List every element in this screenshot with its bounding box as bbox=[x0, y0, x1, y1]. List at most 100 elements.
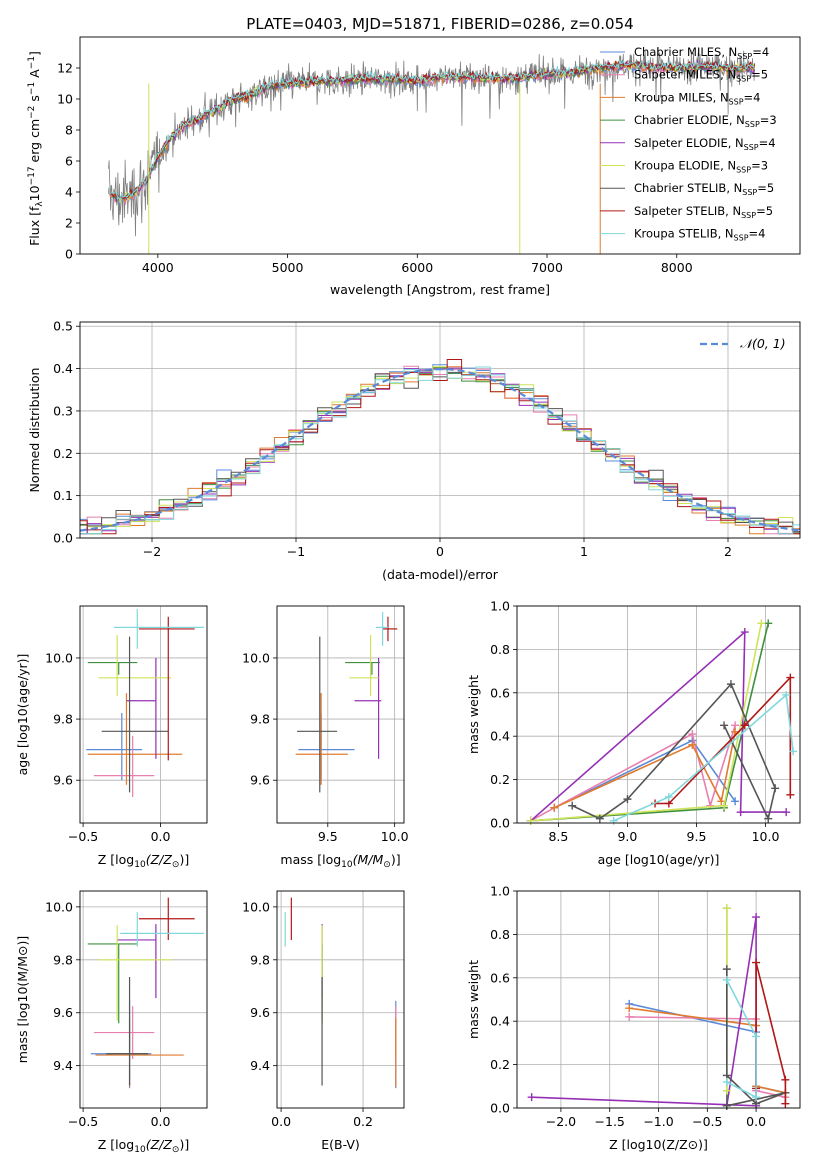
axes-frame bbox=[79, 36, 801, 255]
weight-marker bbox=[752, 1032, 761, 1041]
axes-frame bbox=[516, 890, 801, 1109]
y-tick-label: 4 bbox=[65, 185, 73, 200]
x-axis-label: mass [log10(M/M⊙)] bbox=[280, 852, 400, 870]
weight-marker bbox=[722, 1077, 731, 1086]
normal-curve bbox=[79, 367, 801, 532]
y-tick-label: 10.0 bbox=[242, 899, 270, 914]
legend-subscript: SSP bbox=[744, 143, 759, 152]
x-axis-label-part: )] bbox=[391, 852, 401, 867]
x-axis-label-part: 10 bbox=[134, 1145, 146, 1155]
x-axis-label-part: )] bbox=[179, 1137, 189, 1152]
x-axis-label: Z [log10(Z/Z⊙)] bbox=[98, 1137, 189, 1155]
x-tick-label: 9.5 bbox=[687, 829, 707, 844]
weight-marker bbox=[722, 1086, 731, 1095]
y-tick-label: 10.0 bbox=[242, 650, 270, 665]
legend-entry: Salpeter ELODIE, NSSP=4 bbox=[634, 136, 776, 152]
y-tick-label: 0.4 bbox=[490, 729, 510, 744]
y-axis-label: mass [log10(M/M⊙)] bbox=[15, 936, 30, 1064]
legend-entry: Salpeter STELIB, NSSP=5 bbox=[634, 204, 773, 220]
x-tick-label: −0.5 bbox=[692, 1114, 722, 1129]
legend-nssp: =4 bbox=[749, 227, 766, 241]
x-tick-label: 0.0 bbox=[271, 1114, 291, 1129]
y-axis-label-part: 10 bbox=[27, 185, 42, 201]
weight-vs-age-panel: 8.5 9.0 9.5 10.0 0.0 0.2 0.4 0.6 0.8 1.0 age [log1… bbox=[466, 599, 801, 867]
y-tick-label: 0.2 bbox=[490, 772, 510, 787]
y-tick-label: 10.0 bbox=[45, 650, 73, 665]
weight-marker bbox=[752, 1093, 761, 1102]
legend-nssp: =3 bbox=[751, 159, 768, 173]
y-tick-label: 9.4 bbox=[53, 1058, 73, 1073]
weight-marker bbox=[757, 619, 766, 628]
x-axis-label: age [log10(age/yr)] bbox=[598, 852, 720, 867]
x-tick-label: 2 bbox=[724, 544, 732, 559]
y-tick-label: 1.0 bbox=[490, 884, 510, 899]
legend-subscript: SSP bbox=[736, 75, 751, 84]
legend-entry: Chabrier STELIB, NSSP=5 bbox=[634, 181, 774, 197]
weight-marker bbox=[720, 721, 729, 730]
legend-entry: 𝒩(0, 1) bbox=[740, 336, 786, 351]
x-tick-label: −0.5 bbox=[68, 1114, 98, 1129]
legend-subscript: SSP bbox=[741, 211, 756, 220]
x-tick-label: 0.0 bbox=[151, 829, 171, 844]
y-tick-label: 0.8 bbox=[490, 927, 510, 942]
y-tick-label: 9.8 bbox=[53, 712, 73, 727]
y-axis-label-part: −1 bbox=[27, 82, 37, 95]
weight-marker bbox=[781, 1099, 790, 1108]
weight-marker bbox=[722, 965, 731, 974]
weight-line bbox=[726, 979, 757, 1099]
y-axis-label: Normed distribution bbox=[27, 368, 42, 493]
x-tick-label: 7000 bbox=[531, 260, 563, 275]
y-axis-label-part: erg cm bbox=[27, 119, 42, 167]
y-tick-label: 0.5 bbox=[53, 319, 73, 334]
x-axis-label-part: ⊙ bbox=[172, 860, 180, 870]
y-tick-label: 0 bbox=[65, 247, 73, 262]
y-tick-label: 12 bbox=[57, 61, 73, 76]
model-spectrum bbox=[108, 58, 756, 202]
weight-line bbox=[530, 623, 769, 822]
y-tick-label: 9.8 bbox=[250, 712, 270, 727]
x-tick-label: −2 bbox=[143, 544, 161, 559]
legend-nssp: =4 bbox=[752, 45, 769, 59]
weight-line bbox=[755, 962, 787, 1104]
x-tick-label: 5000 bbox=[272, 260, 304, 275]
weight-marker bbox=[526, 816, 535, 825]
model-spectrum bbox=[108, 60, 756, 200]
legend-nssp: =3 bbox=[760, 113, 777, 127]
legend-entry: Kroupa STELIB, NSSP=4 bbox=[634, 227, 765, 243]
legend-entry: Salpeter MILES, NSSP=5 bbox=[634, 68, 768, 84]
x-axis-label-part: )] bbox=[179, 852, 189, 867]
y-tick-label: 6 bbox=[65, 154, 73, 169]
weight-marker bbox=[625, 1004, 634, 1013]
residual-histogram bbox=[80, 370, 800, 533]
y-axis-label: mass weight bbox=[466, 675, 481, 754]
x-axis-label-part: mass [log bbox=[280, 852, 341, 867]
y-tick-label: 0.0 bbox=[53, 531, 73, 546]
x-tick-label: 0.2 bbox=[353, 1114, 373, 1129]
weight-marker bbox=[722, 975, 731, 984]
weight-marker bbox=[726, 680, 735, 689]
legend-subscript: SSP bbox=[729, 97, 744, 106]
y-tick-label: 0.3 bbox=[53, 403, 73, 418]
y-tick-label: 0.2 bbox=[53, 446, 73, 461]
y-tick-label: 0.6 bbox=[490, 685, 510, 700]
y-tick-label: 0.4 bbox=[490, 1014, 510, 1029]
y-tick-label: 10.0 bbox=[45, 899, 73, 914]
weight-marker bbox=[782, 808, 791, 817]
y-tick-label: 2 bbox=[65, 216, 73, 231]
y-tick-label: 8 bbox=[65, 123, 73, 138]
legend-nssp: =4 bbox=[759, 136, 776, 150]
y-axis-label-part: ] bbox=[27, 51, 42, 56]
legend-subscript: SSP bbox=[742, 188, 757, 197]
weight-marker bbox=[722, 1101, 731, 1110]
weight-marker bbox=[786, 673, 795, 682]
weight-marker bbox=[752, 958, 761, 967]
y-axis-label-part: λ bbox=[35, 201, 45, 207]
weight-marker bbox=[789, 747, 798, 756]
y-tick-label: 0.8 bbox=[490, 642, 510, 657]
x-tick-label: 9.0 bbox=[617, 829, 637, 844]
legend-subscript: SSP bbox=[745, 120, 760, 129]
x-axis-label-part: Z [log bbox=[98, 1137, 134, 1152]
y-axis-label-part: −1 bbox=[27, 56, 37, 69]
weight-line bbox=[530, 630, 787, 822]
